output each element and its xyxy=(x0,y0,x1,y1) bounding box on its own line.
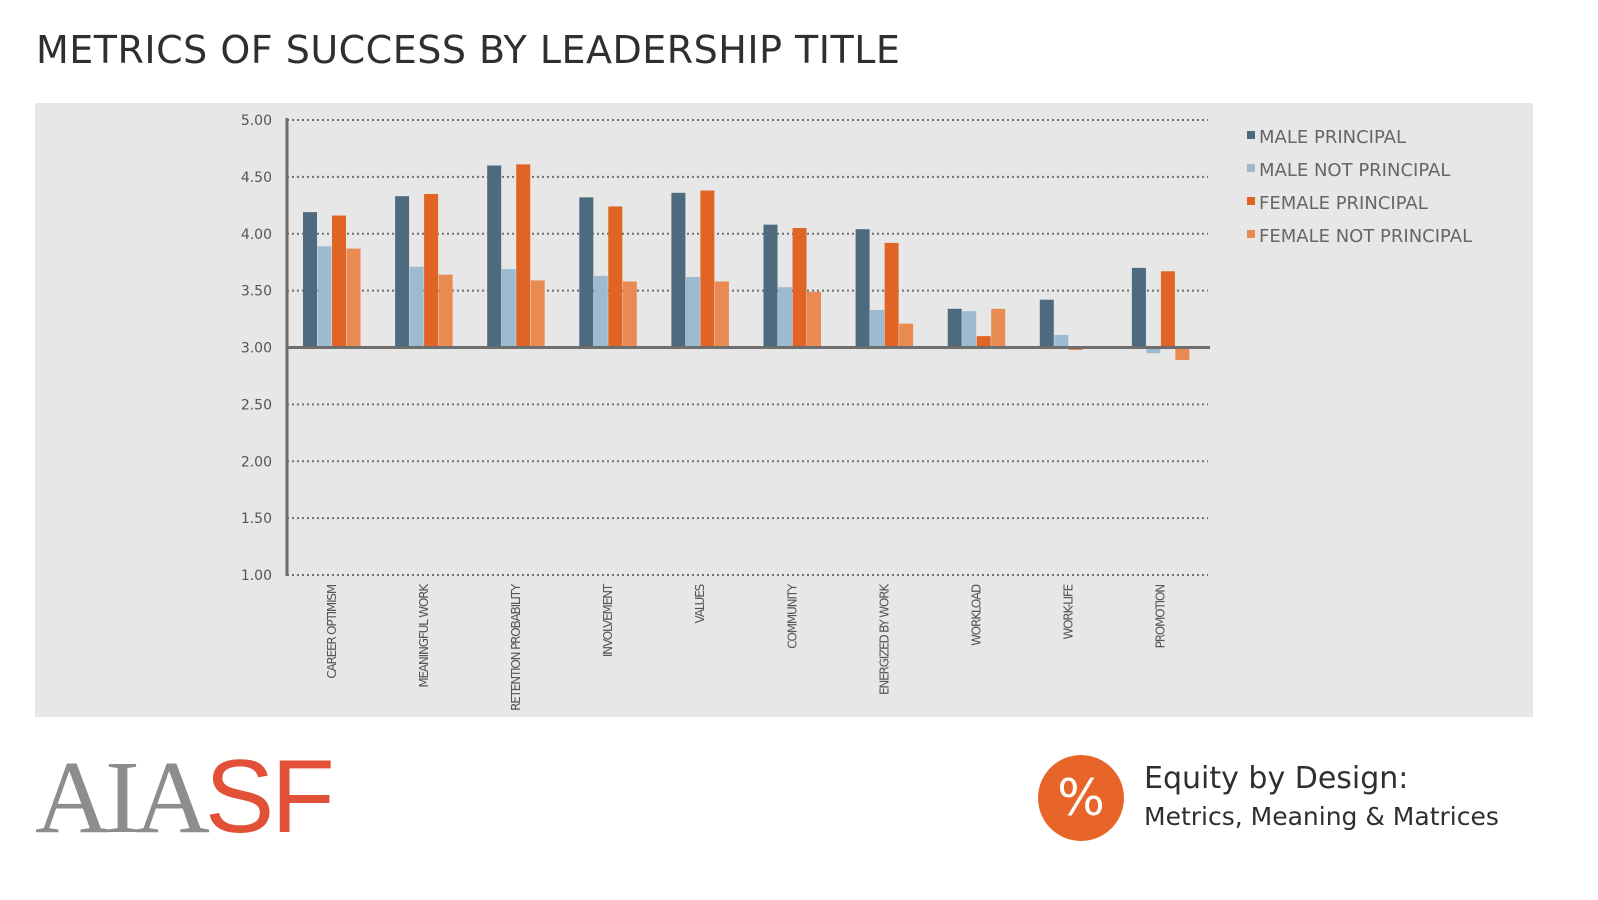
bar xyxy=(501,269,516,348)
bar xyxy=(1039,299,1054,348)
bar xyxy=(976,336,991,348)
bar xyxy=(1146,347,1161,354)
bar xyxy=(899,323,914,348)
legend-swatch-male-not-principal xyxy=(1247,164,1255,172)
bar xyxy=(792,228,807,348)
brand-title: Equity by Design: xyxy=(1144,761,1409,796)
x-tick-label: ENERGIZED BY WORK xyxy=(877,583,891,695)
bar xyxy=(1160,271,1175,348)
bar xyxy=(671,192,686,348)
x-tick-label: INVOLVEMENT xyxy=(601,583,615,657)
x-tick-label: CAREER OPTIMISM xyxy=(325,584,339,679)
legend-item-female-principal: FEMALE PRINCIPAL xyxy=(1247,193,1527,226)
legend-item-female-not-principal: FEMALE NOT PRINCIPAL xyxy=(1247,226,1527,259)
legend-label-female-principal: FEMALE PRINCIPAL xyxy=(1259,193,1428,214)
bar xyxy=(395,196,410,348)
bar xyxy=(608,206,623,348)
brand-subtitle: Metrics, Meaning & Matrices xyxy=(1144,802,1499,831)
bar xyxy=(424,193,439,348)
x-tick-label: COMMUNITY xyxy=(785,583,799,649)
bar xyxy=(884,242,899,348)
y-tick-label: 3.00 xyxy=(241,341,272,357)
bar xyxy=(622,281,637,348)
x-tick-label: WORK-LIFE xyxy=(1062,584,1076,639)
y-tick-label: 4.50 xyxy=(241,170,272,186)
bar xyxy=(1175,347,1190,361)
y-tick-label: 1.50 xyxy=(241,511,272,527)
bar xyxy=(700,190,715,348)
logo-aia-text: AIA xyxy=(35,740,210,855)
bar xyxy=(332,215,346,348)
bar xyxy=(962,311,977,348)
x-tick-label: WORKLOAD xyxy=(969,584,983,646)
chart-panel: 5.00 4.50 4.00 3.50 3.00 2.50 2.00 1.50 1.00 CARE… xyxy=(35,103,1533,717)
bar xyxy=(714,281,729,348)
bar xyxy=(317,246,332,348)
bar xyxy=(685,276,700,348)
y-tick-label: 3.50 xyxy=(241,284,272,300)
bar xyxy=(1054,334,1069,348)
x-tick-label: PROMOTION xyxy=(1154,585,1168,649)
y-tick-label: 2.00 xyxy=(241,454,272,470)
bar xyxy=(579,197,594,348)
logo-sf-text: SF xyxy=(204,739,335,855)
bar xyxy=(438,274,453,348)
bar xyxy=(778,287,792,348)
bar xyxy=(487,165,502,348)
bar xyxy=(947,308,962,348)
legend-item-male-not-principal: MALE NOT PRINCIPAL xyxy=(1247,160,1527,193)
legend-label-female-not-principal: FEMALE NOT PRINCIPAL xyxy=(1259,226,1473,247)
x-tick-label: VALUES xyxy=(693,584,707,623)
bar xyxy=(870,309,885,348)
equity-by-design-brand: % Equity by Design: Metrics, Meaning & M… xyxy=(1038,755,1538,845)
legend-item-male-principal: MALE PRINCIPAL xyxy=(1247,127,1527,160)
bar xyxy=(409,266,424,348)
bar xyxy=(530,280,545,348)
bar xyxy=(1131,267,1146,348)
y-tick-label: 1.00 xyxy=(241,568,272,584)
bar xyxy=(991,308,1006,348)
y-tick-label: 4.00 xyxy=(241,227,272,243)
bar xyxy=(346,248,361,348)
bar xyxy=(516,164,531,348)
bar xyxy=(593,275,608,348)
legend-swatch-male-principal xyxy=(1247,131,1255,139)
bar-chart: 5.00 4.50 4.00 3.50 3.00 2.50 2.00 1.50 1.00 CARE… xyxy=(241,113,1210,711)
legend-label-male-principal: MALE PRINCIPAL xyxy=(1259,127,1407,148)
y-tick-label: 2.50 xyxy=(241,397,272,413)
legend-swatch-female-principal xyxy=(1247,197,1255,205)
x-tick-label: RETENTION PROBABILITY xyxy=(509,583,523,711)
bar xyxy=(807,291,821,348)
percent-icon: % xyxy=(1038,755,1124,841)
slide-title: METRICS OF SUCCESS BY LEADERSHIP TITLE xyxy=(36,28,901,72)
aiasf-logo: AIASF xyxy=(35,745,335,850)
chart-legend: MALE PRINCIPAL MALE NOT PRINCIPAL FEMALE… xyxy=(1247,127,1527,259)
x-tick-label: MEANINGFUL WORK xyxy=(417,583,431,688)
bar xyxy=(303,212,317,348)
bar xyxy=(855,229,870,348)
bar xyxy=(763,224,778,348)
legend-swatch-female-not-principal xyxy=(1247,230,1255,238)
legend-label-male-not-principal: MALE NOT PRINCIPAL xyxy=(1259,160,1451,181)
y-tick-label: 5.00 xyxy=(241,113,272,129)
